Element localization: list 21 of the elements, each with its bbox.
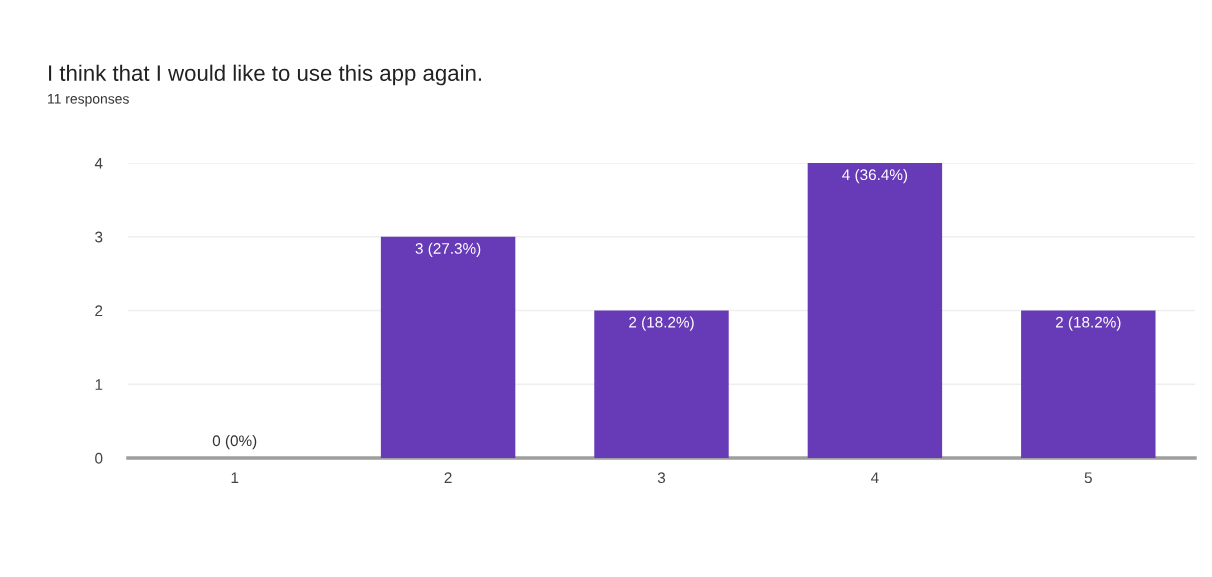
data-label: 3 (27.3%) bbox=[415, 242, 481, 257]
x-tick-label: 3 bbox=[657, 472, 666, 484]
data-label: 2 (18.2%) bbox=[1055, 316, 1121, 331]
chart-title: I think that I would like to use this app again. bbox=[49, 64, 482, 86]
y-tick-label: 0 bbox=[95, 452, 103, 464]
bar bbox=[807, 163, 943, 458]
x-tick-label: 4 bbox=[871, 472, 879, 483]
bar bbox=[380, 236, 516, 458]
y-tick-label: 2 bbox=[95, 305, 103, 317]
x-tick-label: 1 bbox=[231, 472, 239, 483]
y-tick-label: 4 bbox=[94, 158, 103, 169]
x-tick-label: 5 bbox=[1084, 472, 1092, 484]
bar bbox=[1021, 310, 1156, 458]
data-label: 4 (36.4%) bbox=[842, 168, 908, 184]
x-tick-label: 2 bbox=[444, 472, 452, 483]
y-tick-label: 1 bbox=[95, 379, 103, 390]
chart-subtitle: 11 responses bbox=[48, 94, 129, 107]
data-label: 0 (0%) bbox=[212, 434, 257, 450]
bar bbox=[594, 310, 729, 458]
y-tick-label: 3 bbox=[95, 231, 103, 243]
data-label: 2 (18.2%) bbox=[629, 316, 694, 331]
